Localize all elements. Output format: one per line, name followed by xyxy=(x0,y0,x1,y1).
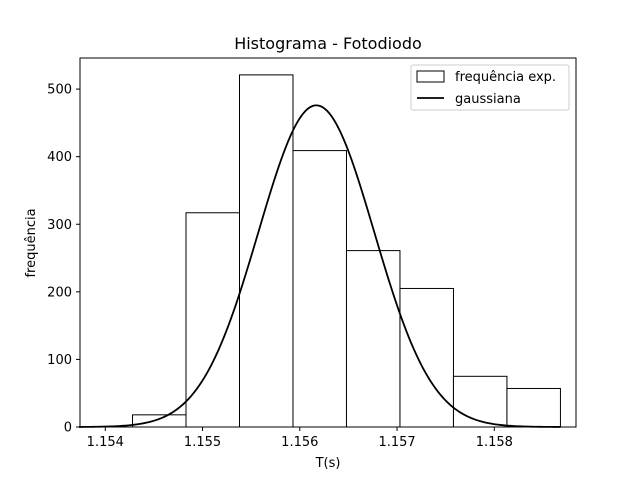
y-tick-label: 300 xyxy=(47,218,72,233)
y-tick-label: 100 xyxy=(47,353,72,368)
histogram-bar xyxy=(238,74,294,428)
y-ticks: 0 100 200 300 400 500 xyxy=(47,83,80,436)
legend-label-bars: frequência exp. xyxy=(455,70,556,85)
x-tick-label: 1.157 xyxy=(378,435,415,450)
histogram-bar xyxy=(292,150,347,428)
histogram-bar xyxy=(506,387,561,428)
x-tick-label: 1.154 xyxy=(87,435,124,450)
x-tick-label: 1.156 xyxy=(281,435,318,450)
legend-box xyxy=(410,64,570,111)
y-tick-label: 400 xyxy=(47,150,72,165)
y-tick-label: 200 xyxy=(47,285,72,300)
x-ticks: 1.154 1.155 1.156 1.157 1.158 xyxy=(87,427,513,450)
chart-title: Histograma - Fotodiodo xyxy=(234,34,422,53)
histogram-bar xyxy=(132,414,187,428)
x-tick-label: 1.155 xyxy=(184,435,221,450)
x-axis-label: T(s) xyxy=(315,456,341,471)
plot-frame xyxy=(79,57,577,428)
histogram-bar xyxy=(345,250,401,428)
legend-label-curve: gaussiana xyxy=(455,92,521,107)
curve-layer xyxy=(79,104,561,428)
legend: frequência exp. gaussiana xyxy=(410,64,570,111)
histogram-bar xyxy=(399,287,454,428)
y-tick-label: 0 xyxy=(64,421,72,436)
histogram-bar xyxy=(185,212,240,428)
x-tick-label: 1.158 xyxy=(476,435,513,450)
bars-layer xyxy=(132,74,561,428)
y-tick-label: 500 xyxy=(47,83,72,98)
histogram-bar xyxy=(452,375,508,428)
y-axis-label: frequência xyxy=(24,208,39,277)
gaussian-curve xyxy=(79,104,561,428)
legend-bar-swatch xyxy=(416,70,445,83)
